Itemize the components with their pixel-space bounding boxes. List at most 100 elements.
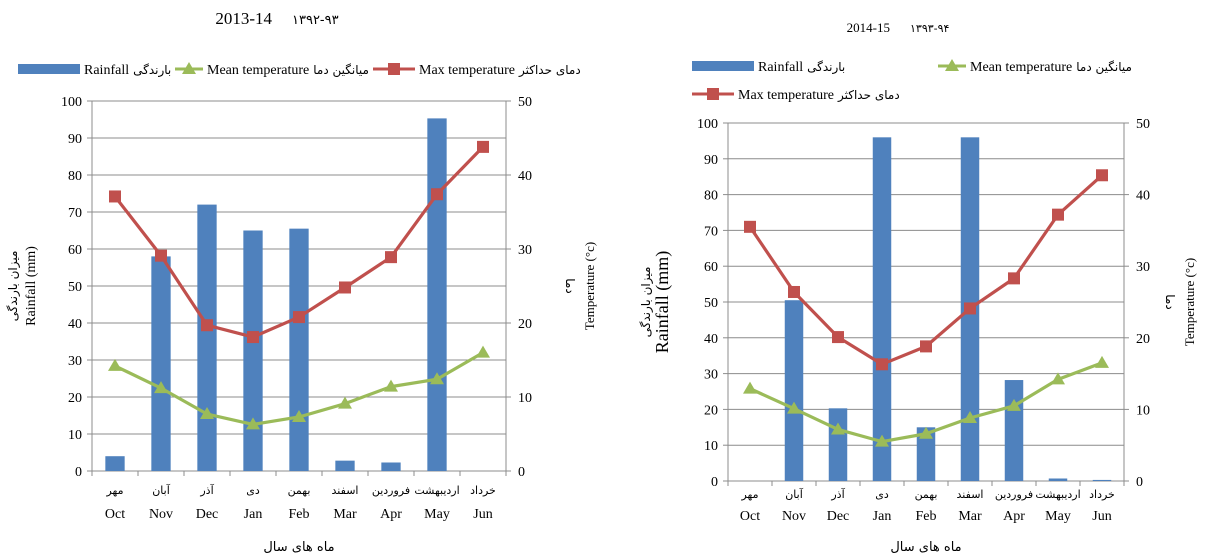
x-tick-label: Mar: [958, 509, 982, 524]
y2-axis-title: Temperature (°c): [1182, 258, 1197, 346]
y2-tick-label: 30: [518, 243, 532, 258]
y-tick-label: 20: [68, 391, 82, 406]
x-tick-label-fa: آبان: [785, 487, 803, 501]
x-tick-label-fa: اسفند: [957, 488, 984, 501]
x-tick-label: Jun: [473, 507, 492, 522]
x-tick-label: Dec: [196, 507, 219, 522]
y-tick-label: 40: [704, 332, 718, 347]
max-temperature-point: [744, 220, 756, 233]
x-axis-title: ماه های سال: [263, 540, 334, 555]
rainfall-bar: [828, 408, 848, 481]
max-temperature-point: [964, 302, 976, 315]
rainfall-bar: [243, 230, 263, 471]
mean-temperature-point: [108, 358, 122, 371]
y2-axis-title: Temperature (°c): [582, 242, 597, 330]
legend: Rainfall بارندگی Mean temperature میانگین د…: [18, 62, 581, 78]
x-tick-label-fa: خرداد: [470, 484, 496, 497]
y2-tick-label: 50: [1136, 117, 1150, 132]
x-tick-label: Jan: [873, 509, 892, 524]
y-tick-label: 20: [704, 403, 718, 418]
rainfall-bar: [427, 118, 447, 471]
y-tick-label: 100: [61, 95, 82, 110]
y-tick-label: 10: [68, 428, 82, 443]
max-temperature-point: [477, 140, 489, 153]
legend-label-fa: بارندگی: [807, 60, 845, 75]
x-tick-label: Mar: [333, 507, 357, 522]
mean-temperature-point: [831, 422, 845, 435]
y-tick-label: 40: [68, 317, 82, 332]
x-tick-label-fa: دی: [875, 488, 889, 501]
mean-temperature-point: [430, 372, 444, 385]
legend-marker: [388, 63, 400, 75]
max-temperature-point: [201, 319, 213, 332]
y-tick-label: 70: [704, 224, 718, 239]
x-tick-label-fa: بهمن: [288, 484, 311, 497]
chart-title-fa: ۱۳۹۲-۹۳: [292, 13, 339, 28]
mean-temperature-point: [246, 417, 260, 430]
rainfall-bar: [105, 456, 125, 471]
legend-marker: [707, 88, 719, 100]
x-tick-label: Apr: [380, 507, 402, 522]
max-temperature-point: [431, 188, 443, 201]
y2-tick-label: 30: [1136, 260, 1150, 275]
legend-swatch-rainfall: [18, 64, 80, 74]
legend-label: Max temperature: [738, 88, 834, 103]
x-tick-label-fa: آذر: [199, 483, 214, 497]
y2-tick-label: 0: [1136, 475, 1143, 490]
x-tick-label-fa: اردیبهشت: [414, 484, 459, 497]
legend-marker: [182, 62, 196, 74]
legend-label-fa: میانگین دما: [313, 63, 369, 78]
rainfall-bar: [872, 137, 892, 481]
x-tick-label: Dec: [827, 509, 850, 524]
y2-tick-label: 10: [518, 391, 532, 406]
y-tick-label: 0: [711, 475, 718, 490]
legend-label-fa: دمای حداکثر: [518, 63, 581, 78]
rainfall-bar: [289, 228, 309, 471]
max-temperature-point: [339, 281, 351, 294]
x-tick-label-fa: خرداد: [1089, 488, 1115, 501]
x-tick-label-fa: دی: [246, 484, 260, 497]
max-temperature-point: [247, 331, 259, 344]
max-temperature-point: [385, 251, 397, 264]
x-tick-label-fa: آذر: [830, 487, 845, 501]
max-temperature-point: [832, 331, 844, 344]
mean-temperature-point: [1095, 355, 1109, 368]
y2-tick-label: 0: [518, 465, 525, 480]
y2-tick-label: 10: [1136, 403, 1150, 418]
y2-tick-label: 40: [1136, 189, 1150, 204]
y-tick-label: 70: [68, 206, 82, 221]
x-tick-label-fa: اسفند: [332, 484, 359, 497]
mean-temperature-point: [875, 434, 889, 447]
mean-temperature-point: [476, 345, 490, 358]
y-tick-label: 50: [704, 296, 718, 311]
y-tick-label: 90: [68, 132, 82, 147]
x-tick-label: Feb: [916, 509, 937, 524]
rainfall-bar: [335, 460, 355, 471]
rainfall-bar: [151, 256, 171, 471]
mean-temperature-point: [338, 396, 352, 409]
y-tick-label: 60: [68, 243, 82, 258]
mean-temperature-point: [787, 401, 801, 414]
x-tick-label: Apr: [1003, 509, 1025, 524]
y-axis-title: Rainfall (mm): [24, 246, 39, 326]
legend-label-fa: دمای حداکثر: [837, 88, 900, 103]
rainfall-bar: [1092, 479, 1112, 481]
rainfall-bar: [1004, 380, 1024, 481]
y2-axis-title-fa: دما: [563, 278, 577, 293]
y-tick-label: 10: [704, 439, 718, 454]
y-tick-label: 30: [68, 354, 82, 369]
y2-axis-title-fa: دما: [1163, 294, 1177, 309]
legend-label: Mean temperature: [970, 60, 1072, 75]
legend-label: Rainfall: [84, 63, 129, 78]
max-temperature-point: [1052, 208, 1064, 221]
y-axis-title-fa: میزان بارندگی: [639, 267, 654, 338]
chart-title: 2014-15: [847, 20, 890, 35]
y2-tick-label: 50: [518, 95, 532, 110]
rainfall-bar: [916, 427, 936, 481]
x-tick-label-fa: مهر: [105, 484, 123, 497]
x-tick-label: May: [1045, 509, 1071, 524]
chart-title: 2013-14: [215, 9, 272, 28]
x-tick-label: Jan: [244, 507, 263, 522]
max-temperature-point: [1008, 272, 1020, 285]
max-temperature-point: [920, 340, 932, 353]
